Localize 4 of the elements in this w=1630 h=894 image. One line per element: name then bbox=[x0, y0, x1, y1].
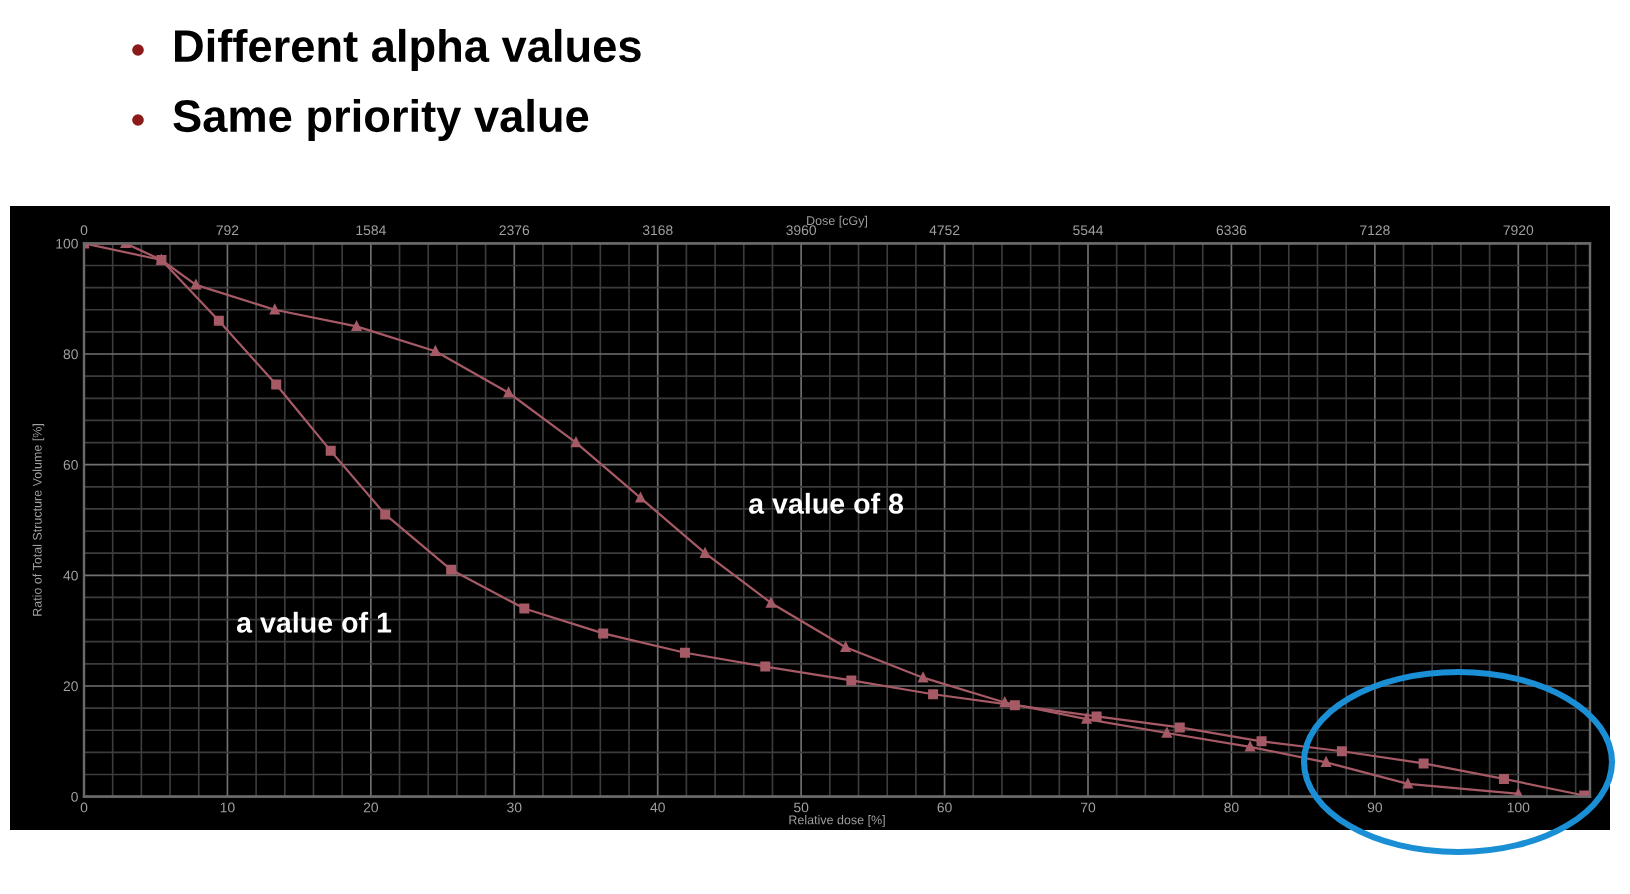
chart-title: Different alpha values bbox=[175, 28, 641, 72]
chart-subtitle: Same priority value bbox=[173, 98, 589, 142]
annotation: a value of 1 bbox=[236, 611, 392, 633]
annotation: a value of 8 bbox=[748, 492, 904, 514]
